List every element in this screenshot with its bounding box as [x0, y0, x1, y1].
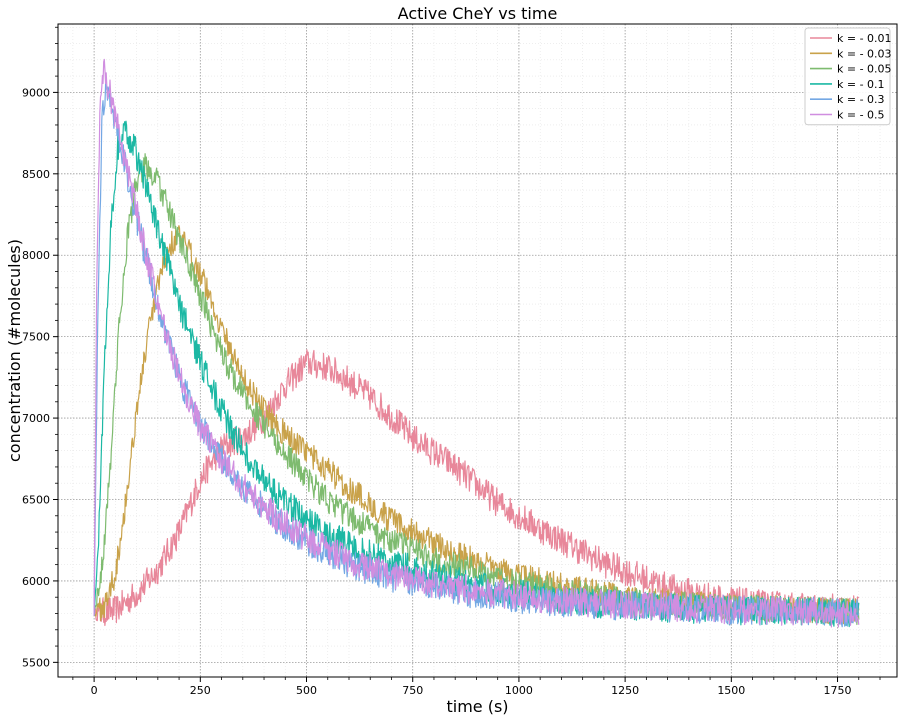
- chart-title: Active CheY vs time: [398, 4, 558, 23]
- series-line: [93, 153, 860, 626]
- legend-entry: k = - 0.01: [837, 32, 892, 45]
- major-grid: [58, 24, 897, 677]
- y-tick-label: 9000: [22, 86, 50, 99]
- y-tick-label: 8000: [22, 249, 50, 262]
- series-line: [93, 58, 860, 628]
- y-axis-label: concentration (#molecules): [5, 239, 24, 462]
- y-tick-label: 7000: [22, 412, 50, 425]
- x-tick-label: 1000: [505, 684, 533, 697]
- series-line: [93, 120, 860, 628]
- y-axis-ticks: 5500 6000 6500 7000 7500 8000 8500 9000: [22, 26, 58, 669]
- legend-entry: k = - 0.5: [837, 109, 885, 122]
- y-tick-label: 8500: [22, 168, 50, 181]
- x-tick-label: 0: [91, 684, 98, 697]
- legend-entry: k = - 0.1: [837, 78, 885, 91]
- legend-box: [804, 27, 891, 126]
- y-tick-label: 6500: [22, 494, 50, 507]
- legend-entry: k = - 0.3: [837, 93, 885, 106]
- x-tick-label: 500: [296, 684, 317, 697]
- legend: k = - 0.01 k = - 0.03 k = - 0.05 k = - 0.1 k…: [804, 27, 892, 126]
- x-axis-label: time (s): [446, 697, 508, 716]
- y-tick-label: 7500: [22, 331, 50, 344]
- x-tick-label: 1750: [824, 684, 852, 697]
- y-tick-label: 5500: [22, 656, 50, 669]
- y-tick-label: 6000: [22, 575, 50, 588]
- x-tick-label: 750: [402, 684, 423, 697]
- x-tick-label: 1250: [611, 684, 639, 697]
- x-axis-ticks: 0 250 500 750 1000 1250 1500 1750: [72, 677, 881, 697]
- plot-frame: [57, 23, 898, 678]
- x-tick-label: 250: [190, 684, 211, 697]
- plot-lines: [93, 58, 860, 628]
- legend-entry: k = - 0.05: [837, 63, 892, 76]
- legend-entry: k = - 0.03: [837, 47, 892, 60]
- x-tick-label: 1500: [717, 684, 745, 697]
